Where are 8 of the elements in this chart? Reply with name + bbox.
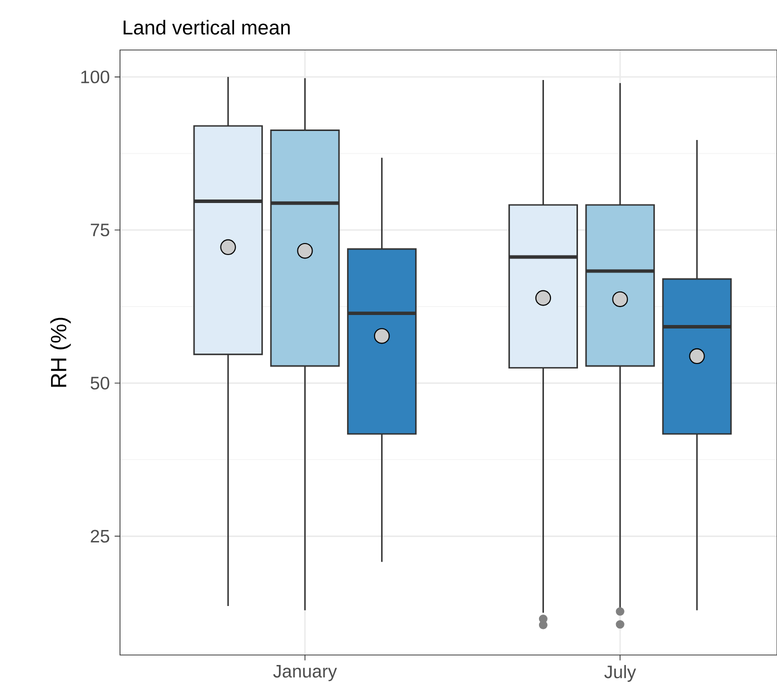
y-axis-title: RH (%) bbox=[50, 318, 71, 387]
y-tick-label: 100 bbox=[81, 70, 110, 84]
x-tick-label: July bbox=[604, 665, 636, 682]
y-tick-label: 25 bbox=[90, 530, 110, 543]
x-tick-label: January bbox=[273, 665, 337, 682]
y-tick-label: 50 bbox=[90, 376, 110, 390]
chart-title: Land vertical mean bbox=[124, 20, 290, 35]
y-tick-label: 75 bbox=[90, 224, 110, 236]
